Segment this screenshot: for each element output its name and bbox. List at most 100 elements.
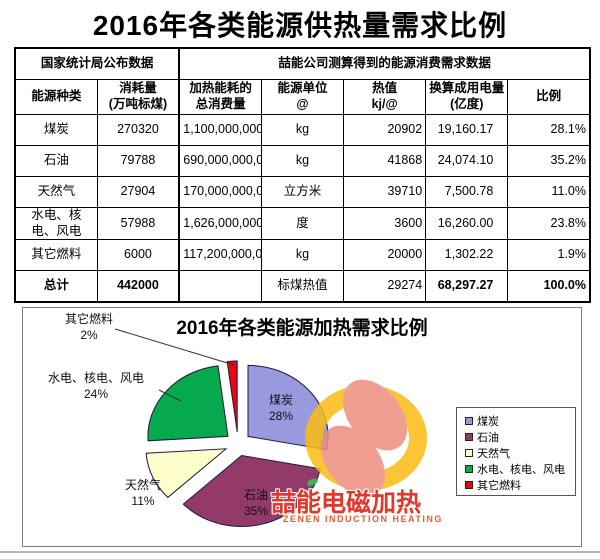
table-cell: 6000 bbox=[96, 239, 180, 272]
table-cell: 270320 bbox=[96, 114, 180, 146]
page-bottom-edge bbox=[0, 551, 600, 553]
table-row: 其它燃料6000117,200,000,000kg200001,302.221.… bbox=[14, 239, 591, 272]
table-cell: 39710 bbox=[343, 176, 427, 208]
energy-table-head: 国家统计局公布数据 喆能公司测算得到的能源消费需求数据 能源种类 消耗量 (万吨标煤… bbox=[14, 47, 591, 115]
table-cell: 100.0% bbox=[507, 270, 591, 303]
table-cell: 28.1% bbox=[507, 114, 591, 146]
pie-slice-label-value: 28% bbox=[268, 409, 294, 423]
legend-marker-icon bbox=[465, 417, 473, 425]
table-cell: 煤炭 bbox=[14, 114, 98, 146]
column-header-cell: 消耗量 (万吨标煤) bbox=[96, 79, 180, 115]
column-header-cell: 比例 bbox=[507, 79, 591, 115]
energy-table: 国家统计局公布数据 喆能公司测算得到的能源消费需求数据 能源种类 消耗量 (万吨标煤… bbox=[14, 47, 591, 304]
brand-name-cn: 喆能电磁加热 bbox=[271, 489, 422, 517]
energy-table-body: 煤炭2703201,100,000,000,000kg2090219,160.1… bbox=[14, 114, 591, 303]
table-cell: 1,302.22 bbox=[425, 239, 509, 272]
legend-label: 天然气 bbox=[477, 448, 510, 460]
table-cell: 79788 bbox=[96, 145, 180, 177]
table-cell: 24,074.10 bbox=[425, 145, 509, 177]
pie-slice-label-value: 35% bbox=[243, 504, 269, 518]
legend-marker-icon bbox=[465, 449, 473, 457]
table-cell: 11.0% bbox=[507, 176, 591, 208]
table-cell: 442000 bbox=[96, 270, 180, 303]
table-cell: 16,260.00 bbox=[425, 206, 509, 241]
table-cell: 水电、核电、风电 bbox=[14, 206, 98, 241]
table-row: 天然气27904170,000,000,000立方米397107,500.781… bbox=[14, 176, 591, 208]
table-cell: 3600 bbox=[343, 206, 427, 241]
column-header-cell: 加热能耗的总消费量 bbox=[178, 79, 262, 115]
table-cell: 1.9% bbox=[507, 239, 591, 272]
table-cell: 29274 bbox=[343, 270, 427, 303]
column-header-cell: 热值 kj/@ bbox=[343, 79, 427, 115]
table-cell: kg bbox=[260, 239, 345, 272]
pie-slice bbox=[182, 454, 321, 527]
legend-label: 水电、核电、风电 bbox=[477, 464, 565, 476]
pie-slice-label: 水电、核电、风电 24% bbox=[31, 370, 161, 402]
pie-slice-label: 天然气 11% bbox=[113, 477, 173, 509]
table-cell: 石油 bbox=[14, 145, 98, 177]
table-cell: 总计 bbox=[14, 270, 98, 303]
legend-item: 其它燃料 bbox=[465, 477, 575, 493]
brand-name-en: ZENEN INDUCTION HEATING bbox=[283, 514, 443, 524]
section-header-row: 国家统计局公布数据 喆能公司测算得到的能源消费需求数据 bbox=[14, 47, 591, 80]
pie-slice-label: 煤炭 28% bbox=[249, 392, 313, 424]
column-header-cell: 换算成用电量 (亿度) bbox=[425, 79, 509, 115]
pie-slice-label-value: 11% bbox=[131, 494, 155, 508]
table-cell: 1,626,000,000,000 bbox=[178, 206, 262, 241]
pie-slice bbox=[145, 448, 228, 499]
table-cell: 天然气 bbox=[14, 176, 98, 208]
legend-item: 石油 bbox=[465, 429, 575, 445]
pie-slice bbox=[226, 360, 238, 433]
table-total-row: 总计 442000 标煤热值 29274 68,297.27 100.0% bbox=[14, 270, 591, 303]
pie-slice-label-name: 水电、核电、风电 bbox=[47, 371, 144, 385]
table-cell: 41868 bbox=[343, 145, 427, 177]
pie-slice-label-value: 24% bbox=[83, 387, 109, 401]
table-cell: 7,500.78 bbox=[425, 176, 509, 208]
table-cell: 度 bbox=[260, 206, 345, 241]
chart-legend: 煤炭石油天然气水电、核电、风电 其它燃料 bbox=[456, 407, 576, 496]
table-cell bbox=[178, 270, 262, 303]
table-cell: kg bbox=[260, 114, 345, 146]
pie-slice-label: 其它燃料 2% bbox=[49, 311, 129, 343]
table-cell: 立方米 bbox=[260, 176, 345, 208]
pie-slice-label-name: 石油 bbox=[243, 488, 268, 502]
table-cell: 35.2% bbox=[507, 145, 591, 177]
legend-marker-icon bbox=[465, 465, 473, 473]
legend-item: 天然气 bbox=[465, 445, 575, 461]
legend-label: 其它燃料 bbox=[477, 480, 521, 492]
table-cell: 20902 bbox=[343, 114, 427, 146]
table-cell: 170,000,000,000 bbox=[178, 176, 262, 208]
table-row: 石油79788690,000,000,000kg4186824,074.1035… bbox=[14, 145, 591, 177]
legend-label: 煤炭 bbox=[477, 416, 499, 428]
table-cell: 117,200,000,000 bbox=[178, 239, 262, 272]
label-leader-line bbox=[158, 389, 182, 402]
table-cell: 其它燃料 bbox=[14, 239, 98, 272]
table-cell: 1,100,000,000,000 bbox=[178, 114, 262, 146]
pie-svg bbox=[114, 328, 329, 527]
logo-flame-lower bbox=[320, 425, 386, 497]
table-cell: 19,160.17 bbox=[425, 114, 509, 146]
pie-slice-label-name: 天然气 bbox=[124, 478, 161, 492]
table-cell: 标煤热值 bbox=[260, 270, 345, 303]
section-header-cell: 国家统计局公布数据 bbox=[14, 47, 180, 80]
pie-slice bbox=[147, 365, 229, 442]
table-cell: 57988 bbox=[96, 206, 180, 241]
column-header-cell: 能源种类 bbox=[14, 79, 98, 115]
legend-marker-icon bbox=[465, 433, 473, 441]
column-header-row: 能源种类 消耗量 (万吨标煤) 加热能耗的总消费量 能源单位 @ 热值 kj/@ 换算成用… bbox=[14, 79, 591, 115]
table-cell: 68,297.27 bbox=[425, 270, 509, 303]
pie-slice-label-name: 煤炭 bbox=[268, 393, 293, 407]
table-row: 水电、核电、风电579881,626,000,000,000度360016,26… bbox=[14, 206, 591, 241]
pie-slice-label: 石油 35% bbox=[226, 487, 286, 519]
table-cell: 20000 bbox=[343, 239, 427, 272]
chart-title: 2016年各类能源加热需求比例 bbox=[176, 318, 428, 339]
legend-label: 石油 bbox=[477, 432, 499, 444]
pie-slice-label-name: 其它燃料 bbox=[64, 312, 113, 326]
pie-chart-box: 2016年各类能源加热需求比例 煤炭 28% 石油 35% 天然气 11% 水电、核电、风电… bbox=[22, 307, 582, 547]
page-title: 2016年各类能源供热量需求比例 bbox=[92, 10, 508, 41]
column-header-cell: 能源单位 @ bbox=[260, 79, 345, 115]
table-cell: 27904 bbox=[96, 176, 180, 208]
table-row: 煤炭2703201,100,000,000,000kg2090219,160.1… bbox=[14, 114, 591, 146]
section-header-cell: 喆能公司测算得到的能源消费需求数据 bbox=[178, 47, 591, 80]
pie-slice-label-value: 2% bbox=[80, 328, 98, 342]
